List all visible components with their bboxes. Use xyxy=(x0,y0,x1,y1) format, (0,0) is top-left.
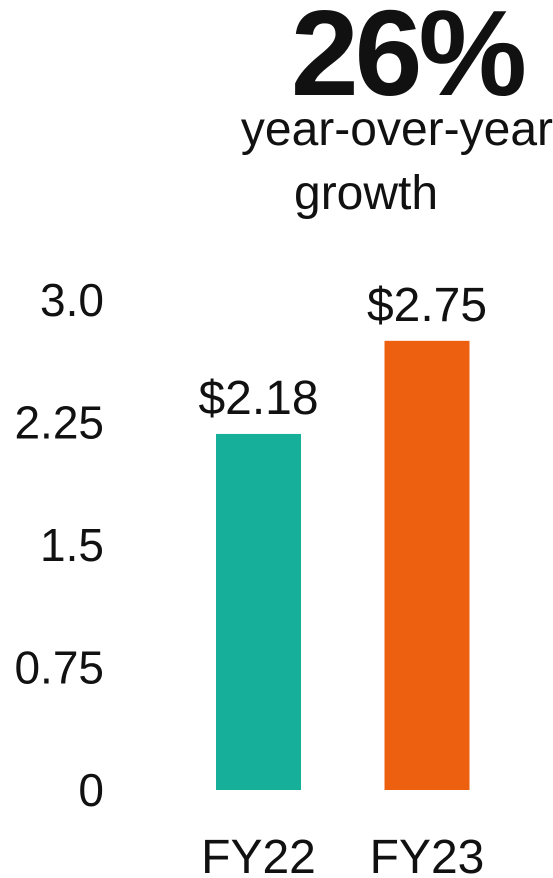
bar-fy23 xyxy=(384,340,470,790)
headline-subtitle-line1: year-over-year xyxy=(240,103,553,156)
y-tick-label: 1.5 xyxy=(40,519,104,571)
bar-fy22 xyxy=(216,433,301,790)
category-label-fy22: FY22 xyxy=(201,831,316,878)
category-label-fy23: FY23 xyxy=(370,831,485,878)
data-label-fy22: $2.18 xyxy=(198,372,318,425)
y-tick-label: 3.0 xyxy=(40,274,104,326)
y-tick-label: 0 xyxy=(78,764,104,816)
headline-subtitle-line2: growth xyxy=(294,167,439,220)
headline-value: 26% xyxy=(290,0,527,121)
y-tick-label: 2.25 xyxy=(14,397,104,449)
data-label-fy23: $2.75 xyxy=(367,279,487,332)
y-tick-label: 0.75 xyxy=(14,642,104,694)
